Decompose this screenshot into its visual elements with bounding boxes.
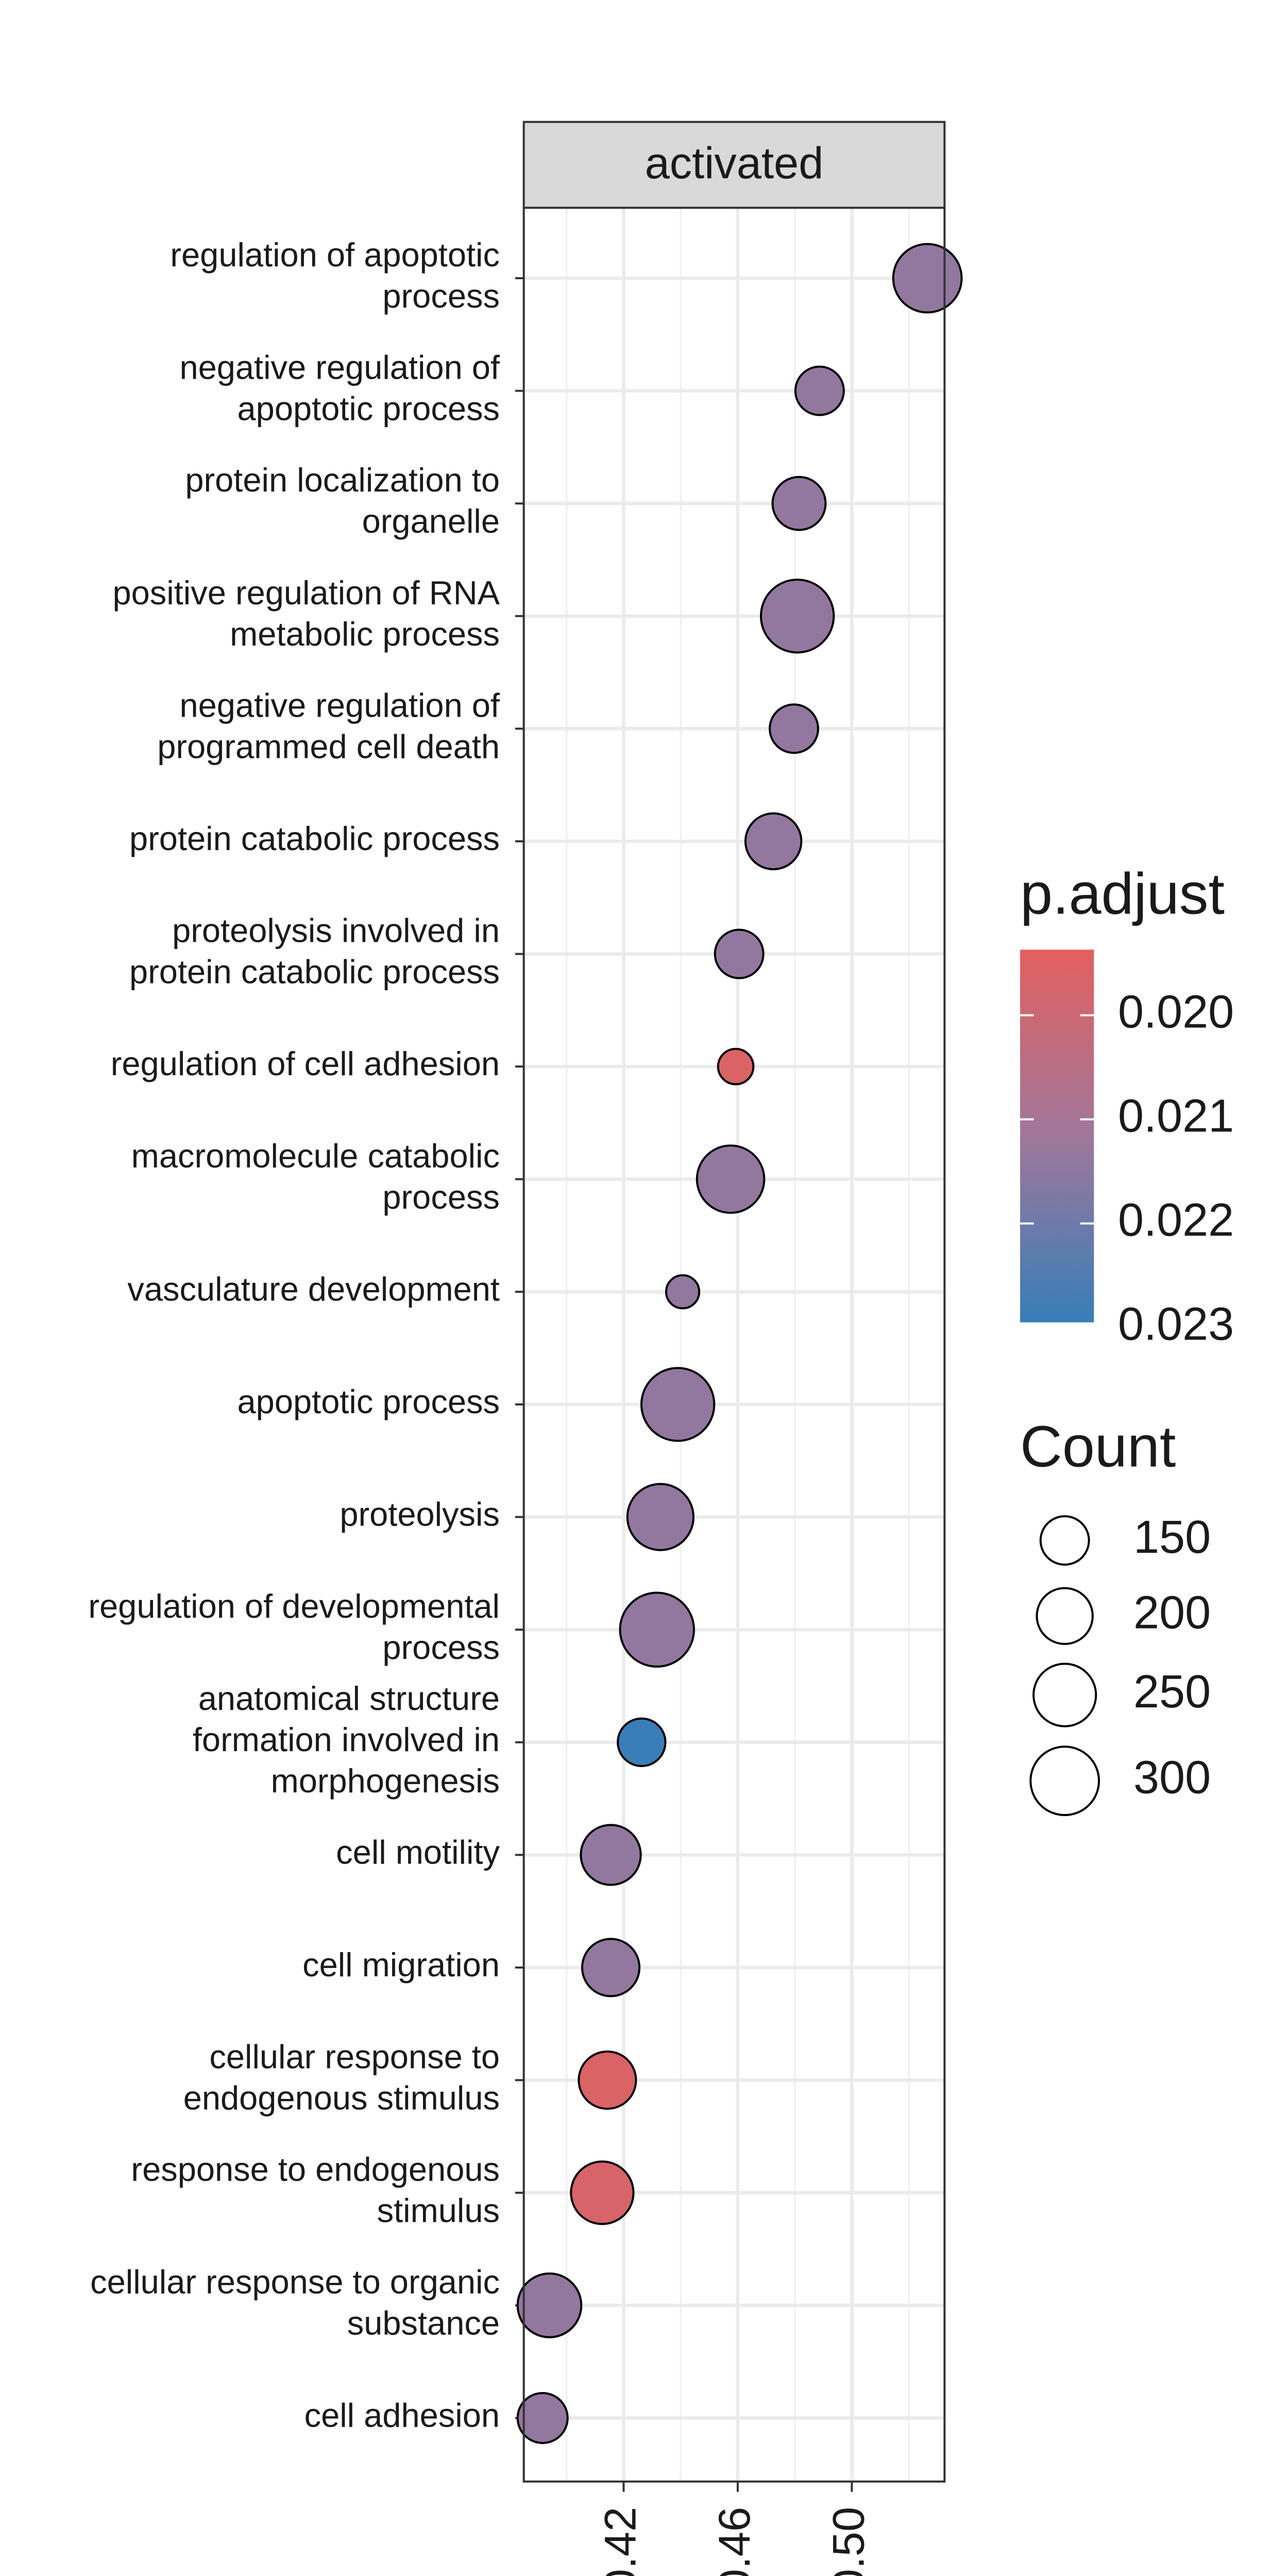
y-tick-label: protein catabolic process: [129, 820, 500, 857]
y-tick-label: negative regulation of apoptotic process: [179, 349, 500, 428]
dot: [714, 928, 765, 979]
colorbar: [1020, 950, 1094, 1323]
strip-label: activated: [645, 139, 824, 188]
y-tick-label: anatomical structure formation involved i…: [193, 1680, 500, 1800]
y-tick-label: response to endogenous stimulus: [131, 2150, 500, 2229]
dot: [771, 476, 827, 531]
dot: [769, 703, 819, 754]
strip: [522, 121, 946, 209]
dot: [759, 579, 835, 654]
y-tick-label: proteolysis involved in protein catabolic…: [129, 912, 500, 991]
dot: [570, 2160, 635, 2225]
y-tick-label: cellular response to endogenous stimulus: [183, 2038, 500, 2117]
dot: [619, 1591, 695, 1668]
y-tick-label: apoptotic process: [238, 1383, 500, 1420]
y-tick-label: negative regulation of programmed cell de…: [157, 687, 500, 766]
size-key: [1039, 1515, 1090, 1566]
y-tick-label: macromolecule catabolic process: [131, 1137, 500, 1216]
y-tick-label: regulation of apoptotic process: [170, 236, 500, 315]
colorbar-label: 0.021: [1118, 1090, 1234, 1142]
y-tick-label: vasculature development: [127, 1270, 500, 1308]
dot: [581, 1938, 641, 1997]
dot: [794, 365, 845, 416]
dot: [578, 2050, 637, 2110]
size-label: 150: [1133, 1512, 1211, 1563]
dot: [516, 2272, 583, 2338]
dot: [892, 243, 963, 314]
size-label: 200: [1133, 1587, 1211, 1638]
dot: [696, 1144, 766, 1214]
x-tick-label: 0.46: [710, 2507, 759, 2576]
y-tick-label: cell migration: [302, 1946, 500, 1984]
dot: [516, 2392, 569, 2444]
size-key: [1029, 1745, 1100, 1817]
dot: [580, 1824, 642, 1886]
panel: [523, 208, 945, 2482]
x-tick-label: 0.42: [596, 2507, 645, 2576]
y-tick-label: protein localization to organelle: [185, 461, 500, 540]
size-legend-title: Count: [1020, 1414, 1176, 1480]
dot: [626, 1483, 695, 1551]
y-tick-label: cell motility: [336, 1834, 500, 1871]
dot: [617, 1717, 667, 1767]
dot: [640, 1367, 716, 1442]
y-tick-label: regulation of developmental process: [88, 1587, 500, 1666]
size-label: 250: [1133, 1666, 1211, 1718]
dot: [717, 1047, 755, 1086]
y-tick-label: positive regulation of RNA metabolic proc…: [113, 574, 500, 653]
size-key: [1032, 1663, 1097, 1727]
x-tick-label: 0.50: [824, 2507, 873, 2576]
colorbar-label: 0.020: [1118, 986, 1234, 1038]
y-tick-label: proteolysis: [340, 1496, 500, 1533]
y-tick-label: cell adhesion: [304, 2397, 500, 2434]
size-key: [1036, 1587, 1094, 1645]
colorbar-label: 0.023: [1118, 1299, 1234, 1350]
y-tick-label: regulation of cell adhesion: [111, 1045, 500, 1082]
dot: [744, 812, 803, 871]
size-label: 300: [1133, 1752, 1211, 1803]
y-tick-label: cellular response to organic substance: [90, 2263, 500, 2342]
colorbar-label: 0.022: [1118, 1195, 1234, 1246]
color-legend-title: p.adjust: [1020, 861, 1225, 926]
panel-border: [522, 207, 946, 2483]
dot: [665, 1274, 701, 1310]
